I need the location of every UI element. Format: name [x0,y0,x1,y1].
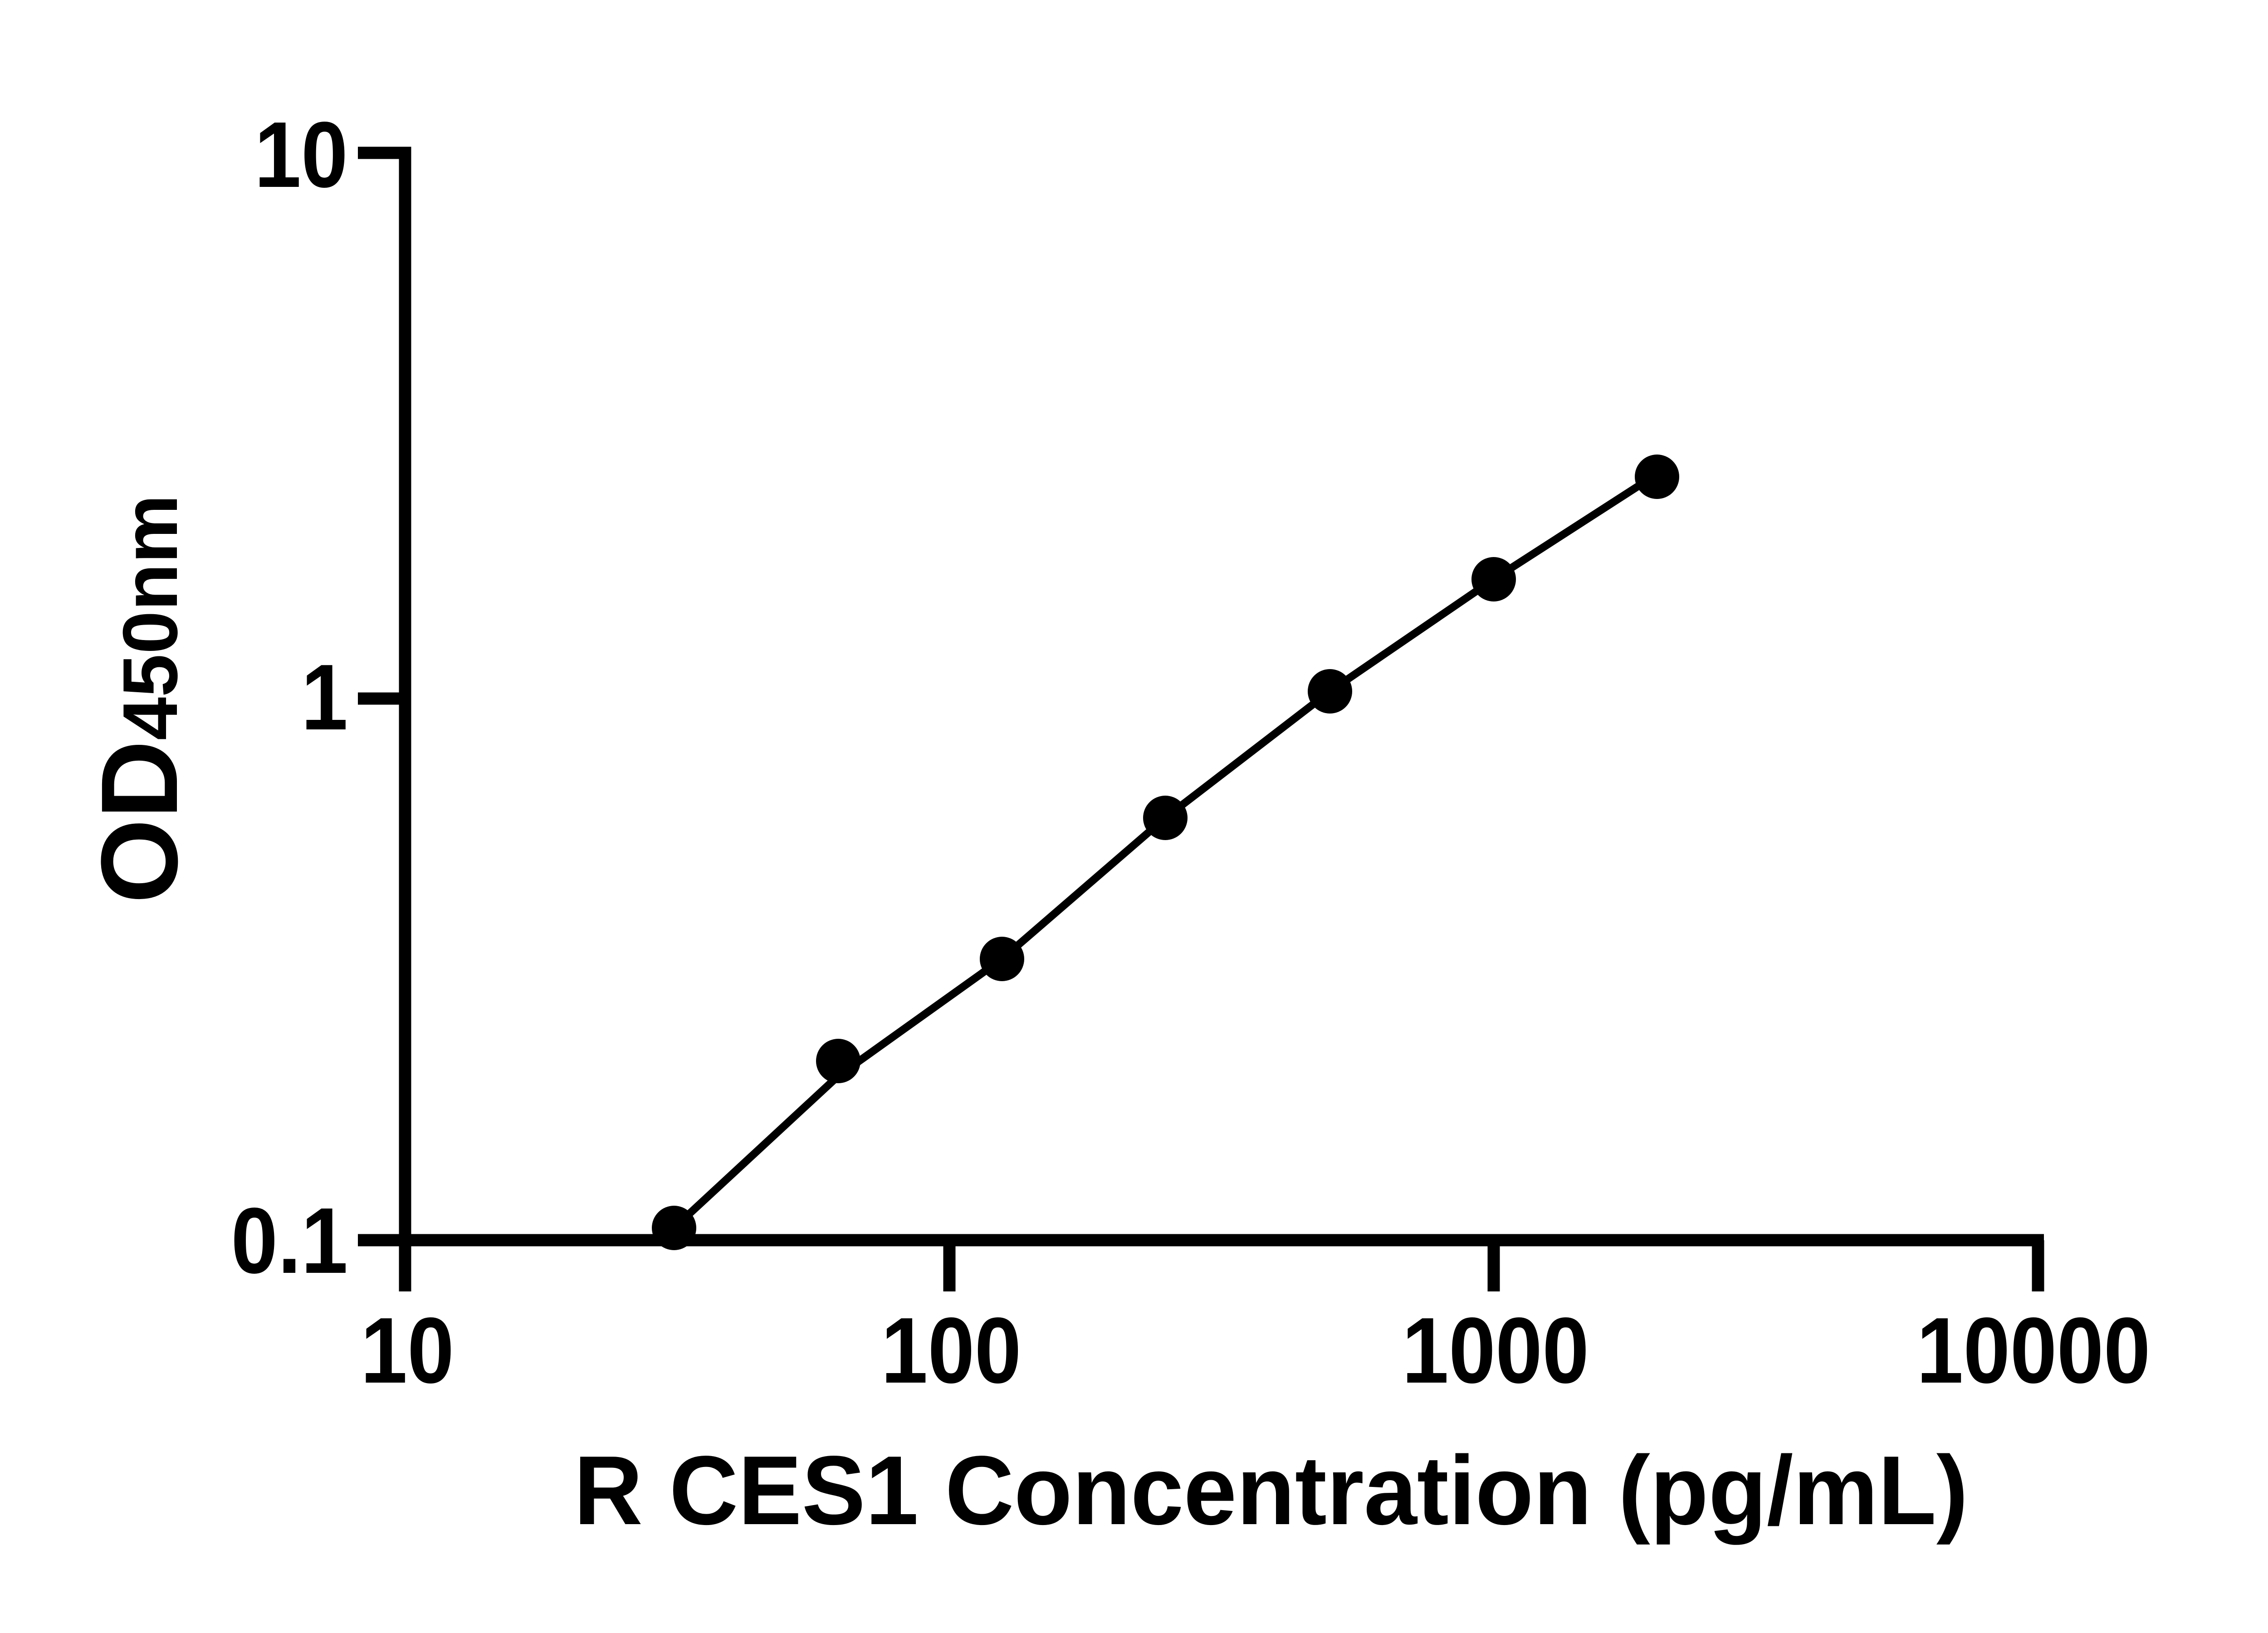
svg-text:10000: 10000 [1916,1298,2151,1403]
svg-text:R CES1 Concentration (pg/mL): R CES1 Concentration (pg/mL) [574,1436,1968,1545]
svg-text:100: 100 [881,1298,1021,1403]
svg-text:10: 10 [254,103,348,207]
svg-text:0.1: 0.1 [231,1188,348,1293]
svg-text:1: 1 [301,645,348,749]
svg-text:1000: 1000 [1402,1298,1589,1403]
svg-text:10: 10 [361,1298,454,1403]
